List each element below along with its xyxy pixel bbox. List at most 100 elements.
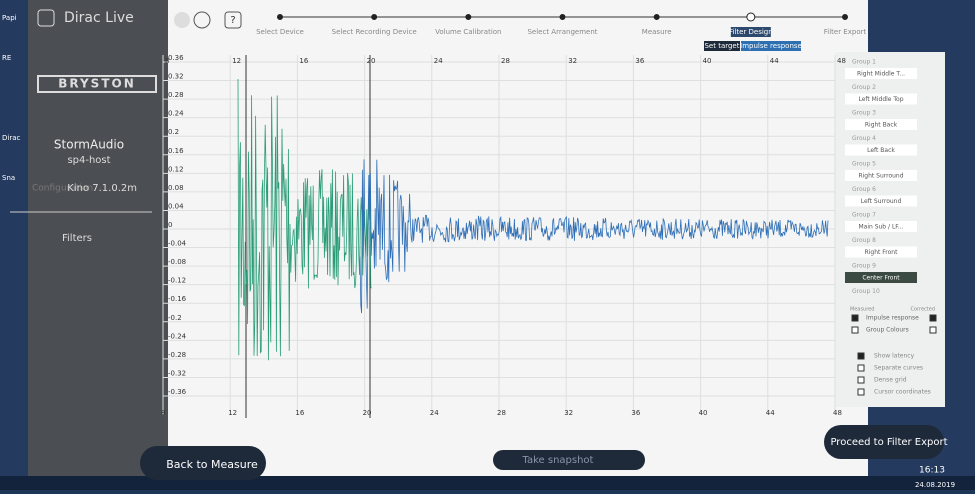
back-button[interactable]: [140, 446, 266, 480]
checkbox[interactable]: [857, 352, 865, 360]
step-label: Select Arrangement: [527, 28, 597, 36]
channel-row[interactable]: [845, 221, 917, 232]
x-tick-label: 28: [501, 57, 510, 65]
group-label: Group 3: [852, 110, 876, 117]
main-panel: [168, 0, 868, 478]
check-label: Show latency: [874, 353, 915, 360]
device: StormAudio: [54, 138, 124, 152]
step-dot[interactable]: [842, 14, 848, 20]
help-button[interactable]: [224, 11, 242, 29]
mode-button[interactable]: [704, 41, 740, 51]
y-tick-label: 0.28: [168, 91, 184, 99]
mode-label: Set target: [704, 42, 739, 50]
desktop-label: RE: [2, 54, 11, 62]
y-tick-label: 0: [168, 221, 172, 229]
x-tick-label: 36: [631, 409, 640, 417]
y-tick-label: -0.32: [168, 369, 186, 377]
x-tick-label: 20: [367, 57, 376, 65]
group-label: Group 1: [852, 59, 876, 66]
option-header: Measured: [850, 307, 874, 313]
x-tick-label: 36: [635, 57, 644, 65]
x-tick-label: 8: [165, 57, 169, 65]
channel-row[interactable]: [845, 93, 917, 105]
x-tick-label: 16: [299, 57, 308, 65]
desktop-label: Dirac: [2, 134, 21, 142]
y-tick-label: 0.12: [168, 165, 184, 173]
help: ?: [230, 15, 235, 26]
checkbox[interactable]: [929, 326, 937, 334]
checkbox[interactable]: [857, 388, 865, 396]
step-label: Select Recording Device: [332, 28, 417, 36]
x-tick-label: 40: [699, 409, 708, 417]
channel-row[interactable]: [845, 195, 917, 207]
configuration-label: Configuration: [32, 184, 93, 194]
filters-link[interactable]: Filters: [62, 233, 92, 244]
step-dot[interactable]: [653, 14, 660, 20]
collapse-button[interactable]: [174, 12, 190, 28]
option-header: Corrected: [911, 307, 936, 313]
channel-row[interactable]: [845, 272, 917, 283]
checkbox[interactable]: [929, 314, 937, 322]
configuration: Kino 7.1.0.2m: [67, 183, 137, 194]
check-label: Dense grid: [874, 377, 907, 384]
channel-label: Right Surround: [858, 173, 903, 180]
y-tick-label: -0.08: [168, 258, 186, 266]
checkbox[interactable]: [851, 326, 859, 334]
y-tick-label: -0.04: [168, 240, 187, 248]
y-tick-label: 0.16: [168, 147, 184, 155]
y-tick-label: 0.36: [168, 54, 184, 62]
channel-label: Left Surround: [861, 198, 902, 205]
checkbox[interactable]: [857, 376, 865, 384]
step-dot[interactable]: [371, 14, 378, 20]
x-tick-label: 24: [434, 57, 443, 65]
y-tick-label: -0.28: [168, 351, 186, 359]
mode-button[interactable]: [741, 41, 801, 51]
x-tick-label: 32: [564, 409, 573, 417]
x-tick-label: 40: [703, 57, 712, 65]
x-tick-label: 12: [228, 409, 237, 417]
group-label: Group 6: [852, 186, 876, 193]
group-label: Group 5: [852, 161, 876, 168]
y-tick-label: 0.24: [168, 110, 184, 118]
menu-button[interactable]: [193, 11, 211, 29]
snapshot-button[interactable]: [493, 450, 645, 470]
x-tick-label: 48: [833, 409, 842, 417]
step-dot[interactable]: [746, 12, 756, 22]
time: 16:13: [919, 466, 945, 476]
channel-row[interactable]: [845, 68, 917, 79]
group-label: Group 2: [852, 84, 876, 91]
x-tick-label: 48: [837, 57, 846, 65]
check-label: Separate curves: [874, 365, 923, 372]
brand: BRYSTON: [58, 77, 136, 91]
step-label: Volume Calibration: [435, 28, 501, 36]
step-dot[interactable]: [277, 14, 283, 20]
app-logo: [37, 9, 55, 27]
proceed-button[interactable]: [824, 425, 944, 459]
step-dot[interactable]: [559, 14, 566, 20]
check-label: Cursor coordinates: [874, 389, 931, 396]
x-tick-label: 44: [770, 57, 779, 65]
step-label: Measure: [642, 28, 672, 36]
checkbox[interactable]: [851, 314, 859, 322]
channel-label: Right Back: [865, 122, 898, 129]
channel-label: Left Back: [867, 147, 895, 154]
y-tick-label: 0.2: [168, 128, 179, 136]
desktop-label: Sna: [2, 174, 15, 182]
channel-row[interactable]: [845, 119, 917, 130]
channel-row[interactable]: [845, 144, 917, 156]
brand-logo: [37, 75, 157, 93]
channel-label: Center Front: [862, 275, 900, 282]
app-name: Dirac Live: [64, 10, 134, 26]
x-tick-label: 20: [363, 409, 372, 417]
y-tick-label: 0.04: [168, 202, 184, 210]
y-tick-label: 0.08: [168, 184, 184, 192]
step-dot[interactable]: [465, 14, 472, 20]
channel-label: Right Front: [865, 249, 899, 256]
checkbox[interactable]: [857, 364, 865, 372]
channel-row[interactable]: [845, 246, 917, 258]
group-label: Group 9: [852, 263, 876, 270]
channel-row[interactable]: [845, 170, 917, 181]
check-label: Group Colours: [866, 327, 909, 334]
step-label: Filter Design: [729, 28, 773, 36]
